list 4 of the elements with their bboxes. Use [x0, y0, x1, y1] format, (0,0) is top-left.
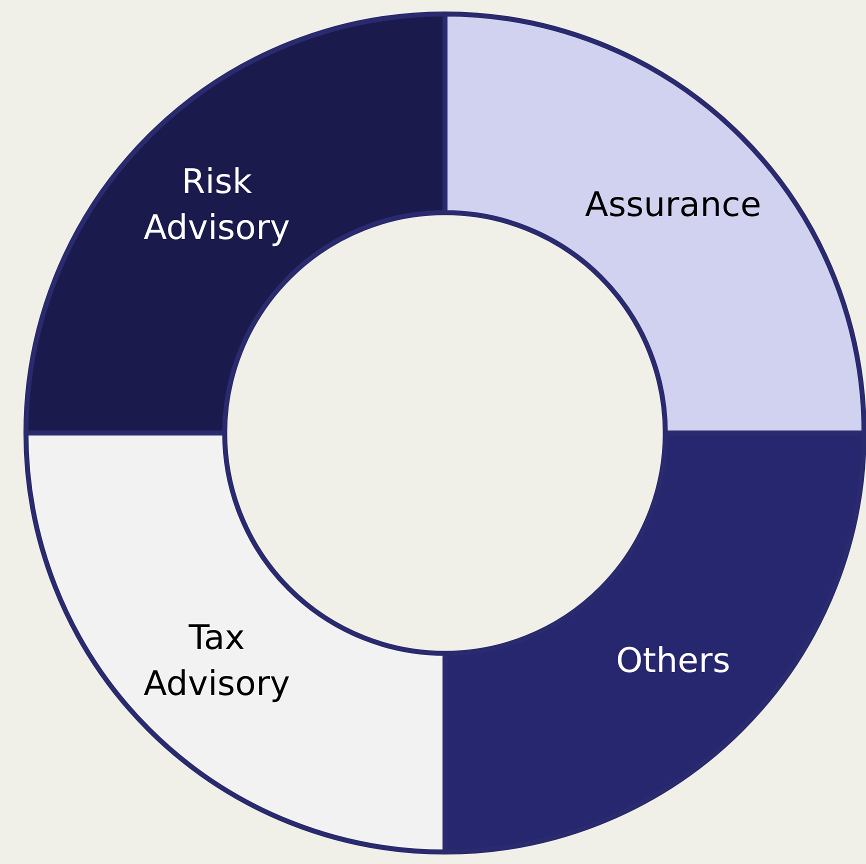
slice-label: Risk Advisory	[144, 162, 290, 248]
slice-label: Others	[616, 641, 730, 682]
slice-label: Tax Advisory	[144, 618, 290, 704]
slice-label: Assurance	[585, 184, 762, 225]
